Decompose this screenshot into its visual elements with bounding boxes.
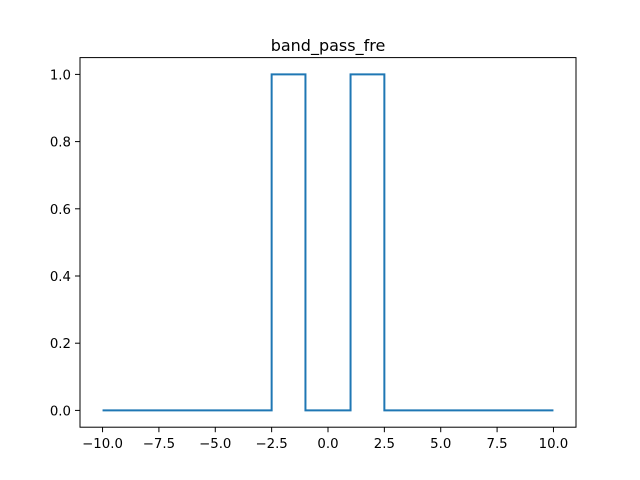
x-tick-label: 7.5 [487, 437, 508, 452]
x-axis-ticks: −10.0 −7.5 −5.0 −2.5 0.0 2.5 5.0 7.5 10.0 [82, 427, 568, 452]
chart-title: band_pass_fre [271, 36, 386, 56]
y-tick-label: 0.2 [50, 337, 71, 352]
x-tick-label: −2.5 [255, 437, 287, 452]
x-tick-label: 2.5 [374, 437, 395, 452]
y-tick-label: 0.8 [50, 136, 71, 151]
series-layer [102, 73, 554, 412]
x-tick-label: 0.0 [317, 437, 338, 452]
x-tick-label: 10.0 [539, 437, 569, 452]
plot-area-frame [79, 57, 577, 428]
series-line-0 [102, 73, 554, 412]
y-axis-ticks: 0.0 0.2 0.4 0.6 0.8 1.0 [50, 68, 80, 419]
x-tick-label: −10.0 [82, 437, 123, 452]
x-tick-label: −5.0 [199, 437, 231, 452]
x-tick-label: 5.0 [430, 437, 451, 452]
y-tick-label: 0.6 [50, 203, 71, 218]
x-tick-label: −7.5 [143, 437, 175, 452]
y-tick-label: 0.0 [50, 404, 71, 419]
y-tick-label: 0.4 [50, 270, 71, 285]
y-tick-label: 1.0 [50, 68, 71, 83]
